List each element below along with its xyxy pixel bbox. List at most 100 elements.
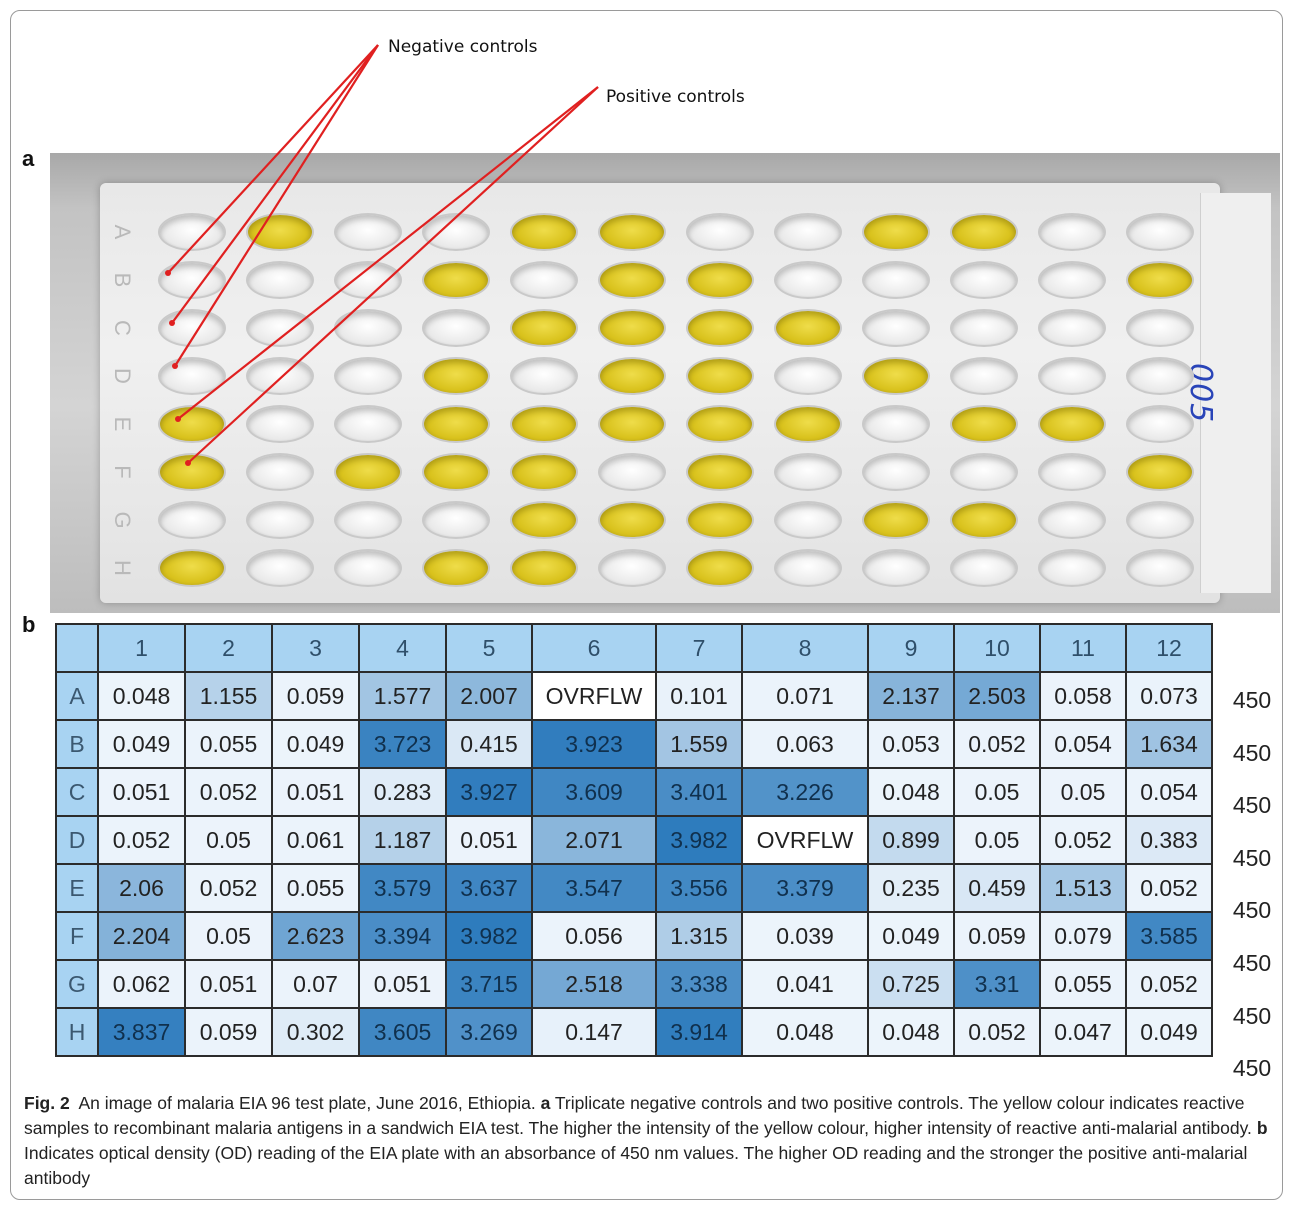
plate-well <box>950 501 1018 539</box>
caption-fig-label: Fig. 2 <box>24 1093 70 1113</box>
plate-row-letter: A <box>110 224 135 240</box>
plate-well <box>686 213 754 251</box>
od-value-cell: 0.725 <box>867 959 955 1009</box>
plate-well <box>246 309 314 347</box>
od-value-cell: 0.052 <box>184 863 273 913</box>
plate-well <box>774 453 842 491</box>
panel-a-label: a <box>22 146 35 171</box>
plate-well <box>510 405 578 443</box>
od-value-cell: 0.062 <box>97 959 186 1009</box>
od-value-cell: 0.302 <box>271 1007 360 1057</box>
plate-well <box>686 405 754 443</box>
plate-well <box>950 213 1018 251</box>
od-value-cell: 0.054 <box>1125 767 1213 817</box>
plate-well <box>422 501 490 539</box>
plate-well <box>862 501 930 539</box>
column-header: 10 <box>953 623 1041 673</box>
plate-well <box>158 357 226 395</box>
plate-well <box>1038 405 1106 443</box>
od-value-cell: 2.007 <box>445 671 533 721</box>
od-value-cell: 1.559 <box>655 719 743 769</box>
plate-well <box>862 309 930 347</box>
od-value-cell: 0.051 <box>184 959 273 1009</box>
plate-well <box>862 405 930 443</box>
caption-lead: An image of malaria EIA 96 test plate, J… <box>78 1093 536 1113</box>
plate-well <box>774 405 842 443</box>
od-value-cell: 0.061 <box>271 815 360 865</box>
od-value-cell: 0.07 <box>271 959 360 1009</box>
plate-well <box>422 261 490 299</box>
plate-well <box>686 501 754 539</box>
od-value-cell: 3.379 <box>741 863 869 913</box>
column-header: 9 <box>867 623 955 673</box>
plate-well <box>334 549 402 587</box>
plate-well <box>686 453 754 491</box>
plate-well <box>422 357 490 395</box>
od-value-cell: OVRFLW <box>531 671 657 721</box>
od-value-cell: 0.147 <box>531 1007 657 1057</box>
plate-well <box>246 549 314 587</box>
plate-well <box>950 357 1018 395</box>
plate-well <box>158 453 226 491</box>
plate-well <box>598 501 666 539</box>
table-row: C 0.051 0.052 0.051 0.283 3.927 3.609 3.401 3.22… <box>55 767 1213 817</box>
plate-well <box>334 357 402 395</box>
od-value-cell: 2.137 <box>867 671 955 721</box>
od-value-cell: 0.383 <box>1125 815 1213 865</box>
plate-well <box>774 261 842 299</box>
column-header: 2 <box>184 623 273 673</box>
plate-well <box>950 453 1018 491</box>
plate-row-letter: C <box>110 320 135 336</box>
table-row: H 3.837 0.059 0.302 3.605 3.269 0.147 3.914 0.04… <box>55 1007 1213 1057</box>
plate-well <box>334 453 402 491</box>
wavelength-label: 450 <box>1232 739 1272 766</box>
od-value-cell: 0.063 <box>741 719 869 769</box>
od-value-cell: 0.059 <box>271 671 360 721</box>
od-value-cell: 0.041 <box>741 959 869 1009</box>
row-header: A <box>55 671 99 721</box>
plate-well <box>158 549 226 587</box>
od-value-cell: 0.05 <box>184 911 273 961</box>
plate-well <box>1126 405 1194 443</box>
caption-b-label: b <box>1256 1118 1268 1138</box>
plate-well <box>422 453 490 491</box>
plate-well <box>950 549 1018 587</box>
od-value-cell: 1.634 <box>1125 719 1213 769</box>
plate-well <box>1038 453 1106 491</box>
wavelength-label: 450 <box>1232 897 1272 924</box>
column-header: 3 <box>271 623 360 673</box>
plate-well <box>1038 357 1106 395</box>
plate-well <box>1126 309 1194 347</box>
column-header: 1 <box>97 623 186 673</box>
column-header: 8 <box>741 623 869 673</box>
od-value-cell: 0.048 <box>867 767 955 817</box>
od-value-cell: 2.518 <box>531 959 657 1009</box>
plate-well <box>510 261 578 299</box>
plate-well <box>246 261 314 299</box>
od-value-cell: 2.623 <box>271 911 360 961</box>
od-value-cell: 0.059 <box>184 1007 273 1057</box>
column-header: 11 <box>1039 623 1127 673</box>
table-row: G 0.062 0.051 0.07 0.051 3.715 2.518 3.338 0.041… <box>55 959 1213 1009</box>
plate-well <box>334 309 402 347</box>
table-row: B 0.049 0.055 0.049 3.723 0.415 3.923 1.559 0.06… <box>55 719 1213 769</box>
plate-well <box>686 357 754 395</box>
caption-a-label: a <box>540 1093 551 1113</box>
plate-well <box>774 357 842 395</box>
od-value-cell: 0.05 <box>1039 767 1127 817</box>
wavelength-label: 450 <box>1232 1002 1272 1029</box>
plate-well <box>950 261 1018 299</box>
od-value-cell: 0.055 <box>271 863 360 913</box>
plate-well <box>1038 261 1106 299</box>
od-value-cell: 0.05 <box>184 815 273 865</box>
row-header: F <box>55 911 99 961</box>
plate-well <box>422 309 490 347</box>
od-value-cell: 0.415 <box>445 719 533 769</box>
plate-well <box>598 405 666 443</box>
od-value-cell: 3.927 <box>445 767 533 817</box>
od-value-cell: 0.055 <box>1039 959 1127 1009</box>
plate-well <box>1126 213 1194 251</box>
od-value-cell: 2.06 <box>97 863 186 913</box>
plate-well <box>334 213 402 251</box>
od-value-cell: 3.914 <box>655 1007 743 1057</box>
